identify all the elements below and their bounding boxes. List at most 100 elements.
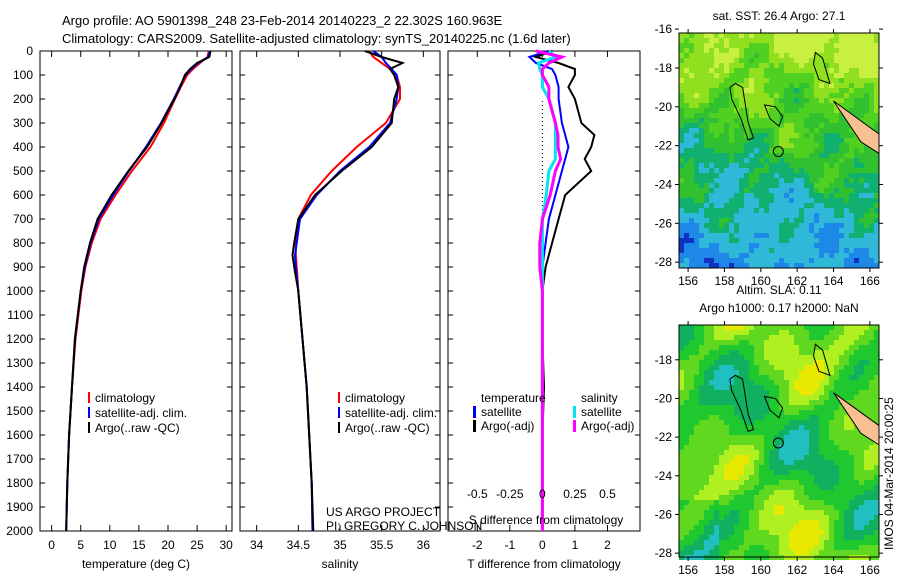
map-cell	[814, 410, 819, 415]
map-cell	[789, 163, 794, 168]
map-cell	[719, 380, 724, 385]
map-cell	[744, 450, 749, 455]
map-cell	[819, 400, 824, 405]
map-cell	[694, 470, 699, 475]
map-cell	[704, 258, 709, 263]
map-cell	[694, 223, 699, 228]
map-cell	[724, 465, 729, 470]
map-cell	[789, 525, 794, 530]
map-cell	[724, 450, 729, 455]
map-cell	[784, 228, 789, 233]
map-cell	[694, 395, 699, 400]
map-cell	[734, 208, 739, 213]
map-cell	[719, 53, 724, 58]
map-cell	[864, 93, 869, 98]
map-cell	[759, 173, 764, 178]
map-cell	[784, 143, 789, 148]
map-cell	[829, 33, 834, 38]
map-cell	[759, 395, 764, 400]
map-cell	[684, 68, 689, 73]
x-tick-label: 20	[161, 538, 175, 552]
map-cell	[819, 520, 824, 525]
map-cell	[734, 505, 739, 510]
map-cell	[799, 360, 804, 365]
map-cell	[844, 460, 849, 465]
map-cell	[754, 183, 759, 188]
map-cell	[724, 435, 729, 440]
map-cell	[759, 440, 764, 445]
map-cell	[864, 485, 869, 490]
map-cell	[684, 33, 689, 38]
map-cell	[839, 253, 844, 258]
map-cell	[869, 98, 874, 103]
map-cell	[789, 530, 794, 535]
map-cell	[759, 490, 764, 495]
map-cell	[774, 243, 779, 248]
map-cell	[719, 440, 724, 445]
map-cell	[834, 38, 839, 43]
map-cell	[694, 153, 699, 158]
map-cell	[844, 133, 849, 138]
map-cell	[804, 123, 809, 128]
map-cell	[799, 515, 804, 520]
map-cell	[814, 380, 819, 385]
map-cell	[679, 178, 684, 183]
map-cell	[849, 370, 854, 375]
map-cell	[794, 505, 799, 510]
map-cell	[874, 78, 879, 83]
map-cell	[784, 395, 789, 400]
map-cell	[754, 53, 759, 58]
map-cell	[874, 445, 879, 450]
map-cell	[694, 88, 699, 93]
map-cell	[784, 138, 789, 143]
map-cell	[709, 400, 714, 405]
map-cell	[704, 133, 709, 138]
map-cell	[869, 193, 874, 198]
map-cell	[874, 375, 879, 380]
map-cell	[859, 345, 864, 350]
map-cell	[704, 530, 709, 535]
map-cell	[839, 43, 844, 48]
map-cell	[869, 380, 874, 385]
map-cell	[854, 375, 859, 380]
map-cell	[824, 163, 829, 168]
map-cell	[724, 365, 729, 370]
map-cell	[734, 68, 739, 73]
map-cell	[719, 258, 724, 263]
map-cell	[869, 43, 874, 48]
map-cell	[794, 350, 799, 355]
map-cell	[824, 500, 829, 505]
map-cell	[694, 53, 699, 58]
map-cell	[699, 510, 704, 515]
legend-label: climatology	[345, 391, 405, 405]
map-cell	[874, 365, 879, 370]
argo-profile-figure: 0 5 10 15 20 25 30 0 100 200 300 400 500 600 700 800 900…	[0, 0, 900, 580]
map-cell	[829, 430, 834, 435]
map-cell	[734, 253, 739, 258]
map-cell	[784, 178, 789, 183]
map-cell	[854, 505, 859, 510]
map-cell	[844, 340, 849, 345]
map-cell	[784, 455, 789, 460]
map-cell	[754, 118, 759, 123]
map-cell	[809, 143, 814, 148]
map-cell	[679, 33, 684, 38]
map-cell	[794, 158, 799, 163]
map-cell	[729, 455, 734, 460]
map-cell	[784, 128, 789, 133]
map-cell	[874, 38, 879, 43]
map-cell	[869, 208, 874, 213]
map-cell	[769, 68, 774, 73]
map-cell	[819, 153, 824, 158]
map-cell	[739, 425, 744, 430]
map-cell	[869, 183, 874, 188]
map-cell	[679, 405, 684, 410]
map-cell	[699, 360, 704, 365]
map-cell	[774, 83, 779, 88]
map-cell	[699, 460, 704, 465]
map-cell	[844, 253, 849, 258]
map-cell	[689, 198, 694, 203]
map-cell	[874, 213, 879, 218]
map-cell	[844, 238, 849, 243]
map-cell	[739, 475, 744, 480]
